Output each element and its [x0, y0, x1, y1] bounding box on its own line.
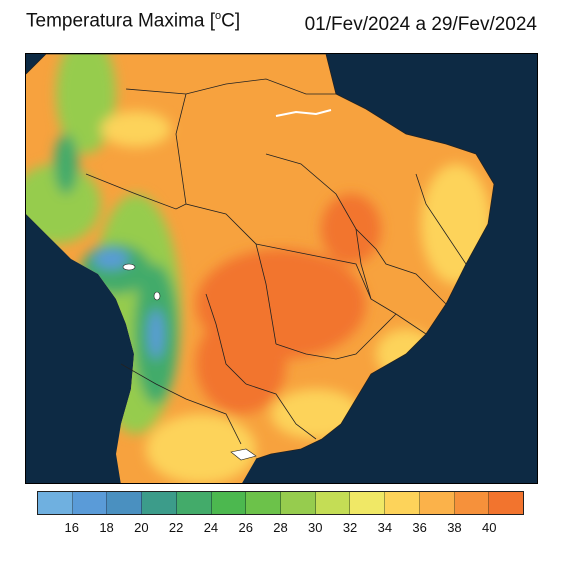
colorbar-segment [38, 492, 73, 514]
period-label: 01/Fev/2024 a 29/Fev/2024 [304, 14, 537, 35]
colorbar-tick-label: 34 [377, 520, 393, 535]
title-accent-letter: x [164, 10, 174, 32]
colorbar-tick-label: 30 [308, 520, 323, 535]
colorbar-tick-label: 16 [64, 520, 80, 535]
title-text-rest: ima [ [173, 10, 216, 32]
colorbar-tick-label: 40 [481, 520, 497, 535]
colorbar-segment [107, 492, 143, 514]
colorbar-tick-label: 20 [134, 520, 149, 535]
degree-symbol: o [215, 10, 222, 22]
colorbar-segment [454, 492, 490, 514]
lake-islands [122, 109, 332, 461]
colorbar-segment [419, 492, 455, 514]
colorbar-segment [350, 492, 386, 514]
colorbar-segment [281, 492, 316, 514]
title-text: Temperatura Ma [26, 10, 165, 32]
colorbar-tick-label: 22 [168, 520, 184, 535]
colorbar-segment [489, 492, 524, 514]
map-title: Temperatura Maxima [oC] [26, 10, 240, 32]
colorbar-ticks: 16 18 20 22 24 26 28 30 32 34 36 38 40 [37, 520, 524, 538]
colorbar-segment [142, 492, 177, 514]
colorbar-tick-label: 26 [238, 520, 253, 535]
map-canvas [26, 54, 537, 483]
colorbar-segment [211, 492, 247, 514]
colorbar-segment [315, 492, 351, 514]
colorbar-tick-label: 24 [203, 520, 219, 535]
colorbar-segment [385, 492, 420, 514]
colorbar-tick-label: 28 [273, 520, 288, 535]
colorbar-segment [246, 492, 282, 514]
temperature-map [25, 53, 538, 484]
colorbar-tick-label: 32 [342, 520, 358, 535]
colorbar-tick-label: 38 [447, 520, 462, 535]
colorbar-tick-label: 18 [99, 520, 114, 535]
colorbar-segment [72, 492, 108, 514]
colorbar [37, 491, 524, 515]
colorbar-tick-label: 36 [412, 520, 427, 535]
unit-close: C] [221, 10, 241, 32]
colorbar-segment [176, 492, 212, 514]
boundaries [26, 54, 495, 460]
